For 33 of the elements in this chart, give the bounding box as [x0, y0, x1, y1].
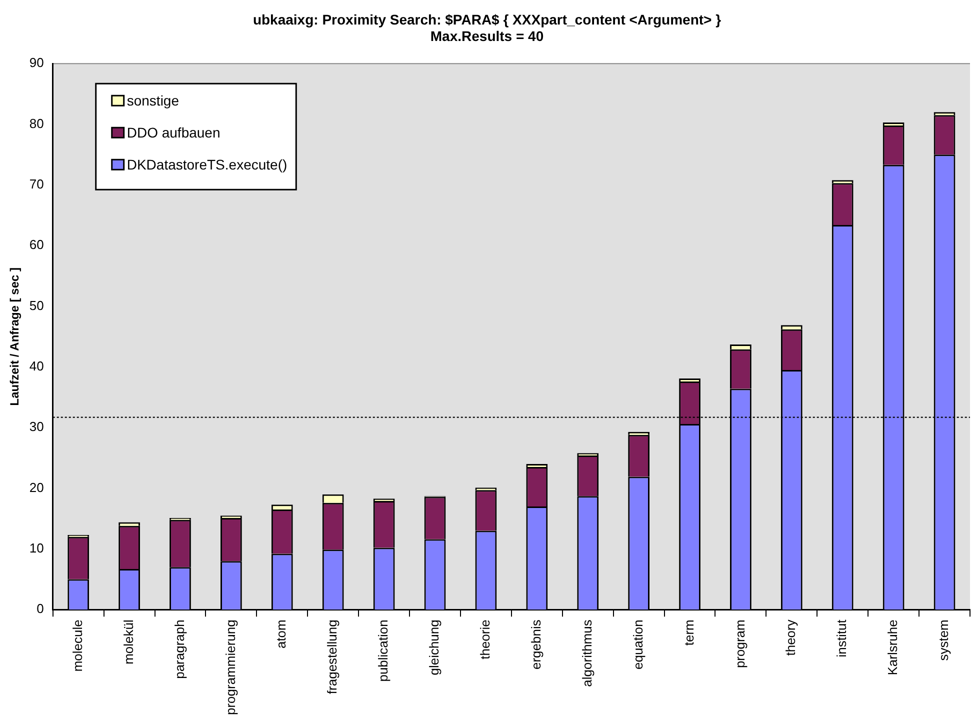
x-tick-label: programmierung: [222, 620, 238, 715]
legend-label: sonstige: [126, 92, 180, 108]
x-tick-label: system: [936, 620, 952, 661]
x-tick-label: publication: [376, 620, 391, 682]
legend-label: DDO aufbauen: [126, 124, 220, 140]
x-tick-label: molecule: [70, 620, 85, 672]
legend-label: DKDatastoreTS.execute(): [126, 156, 288, 172]
x-tick-label: molekül: [120, 620, 136, 664]
x-tick-label: institut: [834, 619, 850, 658]
x-tick-label: ergebnis: [528, 619, 544, 670]
y-axis-title: Laufzeit / Anfrage [ sec ]: [8, 267, 22, 406]
x-tick-label: fragestellung: [324, 620, 340, 694]
x-tick-label: theory: [783, 619, 798, 656]
y-tick-label: 70: [29, 176, 44, 192]
x-tick-label: gleichung: [426, 620, 442, 676]
chart-title: ubkaaixg: Proximity Search: $PARA$ { XXXpart_content <Argument> } Max.Results = 40: [252, 11, 722, 44]
y-tick-label: 80: [29, 116, 44, 131]
x-tick-label: term: [681, 620, 696, 646]
y-tick-label: 10: [29, 540, 44, 556]
y-tick-label: 0: [36, 601, 44, 616]
x-tick-label: paragraph: [172, 620, 187, 679]
y-tick-label: 90: [29, 55, 44, 70]
x-tick-label: program: [732, 620, 748, 668]
y-tick-label: 20: [29, 480, 44, 495]
x-tick-label: algorithmus: [579, 619, 594, 687]
y-tick-label: 60: [29, 237, 44, 252]
x-tick-label: equation: [630, 620, 646, 670]
y-tick-label: 30: [29, 419, 44, 434]
y-tick-label: 40: [29, 358, 44, 374]
x-tick-label: Karlsruhe: [885, 620, 900, 676]
x-tick-label: atom: [274, 620, 289, 649]
y-tick-label: 50: [29, 298, 44, 313]
x-tick-label: theorie: [478, 620, 493, 660]
